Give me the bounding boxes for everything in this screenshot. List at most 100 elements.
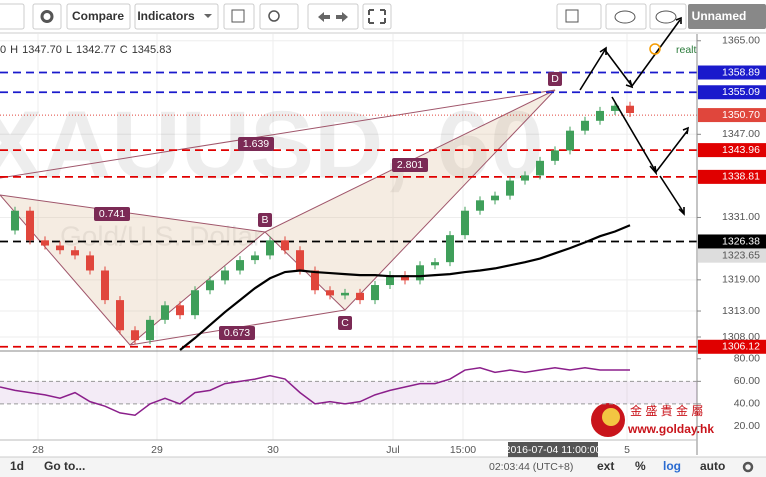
alert-button[interactable] bbox=[223, 3, 255, 30]
level-label-box bbox=[698, 339, 766, 354]
layout-button[interactable] bbox=[556, 3, 602, 30]
ohlc-item: 1345.83 bbox=[132, 44, 172, 56]
level-label-box bbox=[698, 108, 766, 123]
cloud-icon bbox=[655, 10, 677, 24]
pattern-xab bbox=[0, 194, 267, 346]
rsi-band bbox=[0, 381, 697, 404]
candle bbox=[386, 275, 394, 286]
price-axis bbox=[697, 34, 766, 350]
candle bbox=[71, 250, 79, 256]
indicators-button[interactable] bbox=[134, 3, 219, 30]
candle bbox=[491, 195, 499, 201]
layout-name-button[interactable] bbox=[688, 4, 766, 29]
ext-button[interactable]: ext bbox=[597, 459, 614, 473]
percent-button[interactable]: % bbox=[635, 459, 646, 473]
last-price-label: 1323.65 bbox=[722, 249, 760, 261]
ohlc-item: 1347.70 bbox=[22, 44, 62, 56]
candle bbox=[221, 270, 229, 281]
candle bbox=[536, 160, 544, 176]
candle bbox=[191, 290, 199, 316]
gear-icon bbox=[40, 10, 54, 23]
level-label: 1350.70 bbox=[722, 109, 760, 121]
candle bbox=[206, 280, 214, 291]
pattern-ratio-box bbox=[219, 326, 255, 340]
x-tick-label: 15:00 bbox=[450, 444, 476, 456]
pattern-ratio: 1.639 bbox=[243, 138, 269, 150]
candle bbox=[26, 210, 34, 241]
x-tick-label: 29 bbox=[151, 444, 163, 456]
cursor-time: 2016-07-04 11:00:00 bbox=[505, 444, 602, 456]
candle bbox=[146, 319, 154, 341]
compare-button[interactable] bbox=[66, 3, 131, 30]
cursor-time-box bbox=[508, 442, 598, 457]
pattern-ratio-box bbox=[238, 137, 274, 151]
pattern-ratio: 2.801 bbox=[397, 159, 423, 171]
candle bbox=[446, 235, 454, 263]
logo-mark bbox=[602, 408, 620, 426]
symbol-button[interactable] bbox=[0, 3, 25, 30]
candle bbox=[101, 270, 109, 301]
candle bbox=[596, 110, 604, 121]
pattern-ratio-box bbox=[94, 207, 130, 221]
dropdown-icon bbox=[204, 14, 212, 18]
level-label-box bbox=[698, 143, 766, 158]
candle bbox=[251, 255, 259, 261]
ohlc-item: H bbox=[10, 44, 18, 56]
candle bbox=[266, 240, 274, 256]
candle bbox=[161, 305, 169, 320]
candle bbox=[356, 292, 364, 301]
candle bbox=[521, 175, 529, 181]
cloud-icon bbox=[614, 10, 636, 24]
y-tick-label: 1365.00 bbox=[722, 35, 760, 47]
pattern-ratio: 0.741 bbox=[99, 208, 125, 220]
candle bbox=[56, 245, 64, 251]
fullscreen-button[interactable] bbox=[362, 3, 392, 30]
realtime-icon bbox=[649, 43, 661, 55]
auto-button[interactable]: auto bbox=[700, 459, 725, 473]
rsi-tick-label: 60.00 bbox=[734, 375, 760, 387]
ohlc-item: 0 bbox=[0, 44, 6, 56]
indicators-label: Indicators bbox=[137, 9, 195, 23]
candle bbox=[41, 240, 49, 246]
load-button[interactable] bbox=[605, 3, 647, 30]
y-tick-label: 1347.00 bbox=[722, 128, 760, 140]
goto-button[interactable]: Go to... bbox=[44, 459, 85, 473]
candle bbox=[476, 200, 484, 211]
candle bbox=[341, 292, 349, 296]
level-label-box bbox=[698, 65, 766, 80]
range-button[interactable]: 1d bbox=[10, 459, 24, 473]
pattern-point: B bbox=[261, 214, 268, 226]
pattern-point: D bbox=[551, 73, 559, 85]
candle bbox=[311, 270, 319, 291]
candle bbox=[131, 330, 139, 341]
candle bbox=[566, 130, 574, 151]
gear-icon[interactable] bbox=[742, 461, 754, 473]
pattern-point-box bbox=[548, 72, 562, 86]
settings-button[interactable] bbox=[32, 3, 62, 30]
ohlc-item: 1342.77 bbox=[76, 44, 116, 56]
logo-name: 金 盛 貴 金 屬 bbox=[630, 403, 703, 418]
candle bbox=[581, 120, 589, 131]
pattern-ratio: 0.673 bbox=[224, 327, 250, 339]
y-tick-label: 1319.00 bbox=[722, 274, 760, 286]
pattern-point: C bbox=[341, 317, 349, 329]
undo-redo[interactable] bbox=[307, 3, 359, 30]
candle bbox=[86, 255, 94, 271]
layout-name: Unnamed bbox=[692, 9, 747, 23]
level-label: 1343.96 bbox=[722, 144, 760, 156]
candle bbox=[506, 180, 514, 196]
ohlc-header: 0 H 1347.70 L 1342.77 C 1345.83 bbox=[0, 44, 171, 56]
clock: 02:03:44 (UTC+8) bbox=[489, 461, 573, 473]
candle bbox=[281, 240, 289, 251]
candle bbox=[461, 210, 469, 236]
save-button[interactable] bbox=[649, 3, 687, 30]
x-tick-label: 30 bbox=[267, 444, 279, 456]
ohlc-item: C bbox=[120, 44, 128, 56]
bulb-icon bbox=[268, 10, 280, 22]
log-button[interactable]: log bbox=[663, 459, 681, 473]
candle bbox=[326, 290, 334, 296]
candle bbox=[626, 105, 634, 113]
candle bbox=[431, 262, 439, 266]
candle bbox=[116, 300, 124, 331]
layout-icon bbox=[565, 9, 579, 23]
